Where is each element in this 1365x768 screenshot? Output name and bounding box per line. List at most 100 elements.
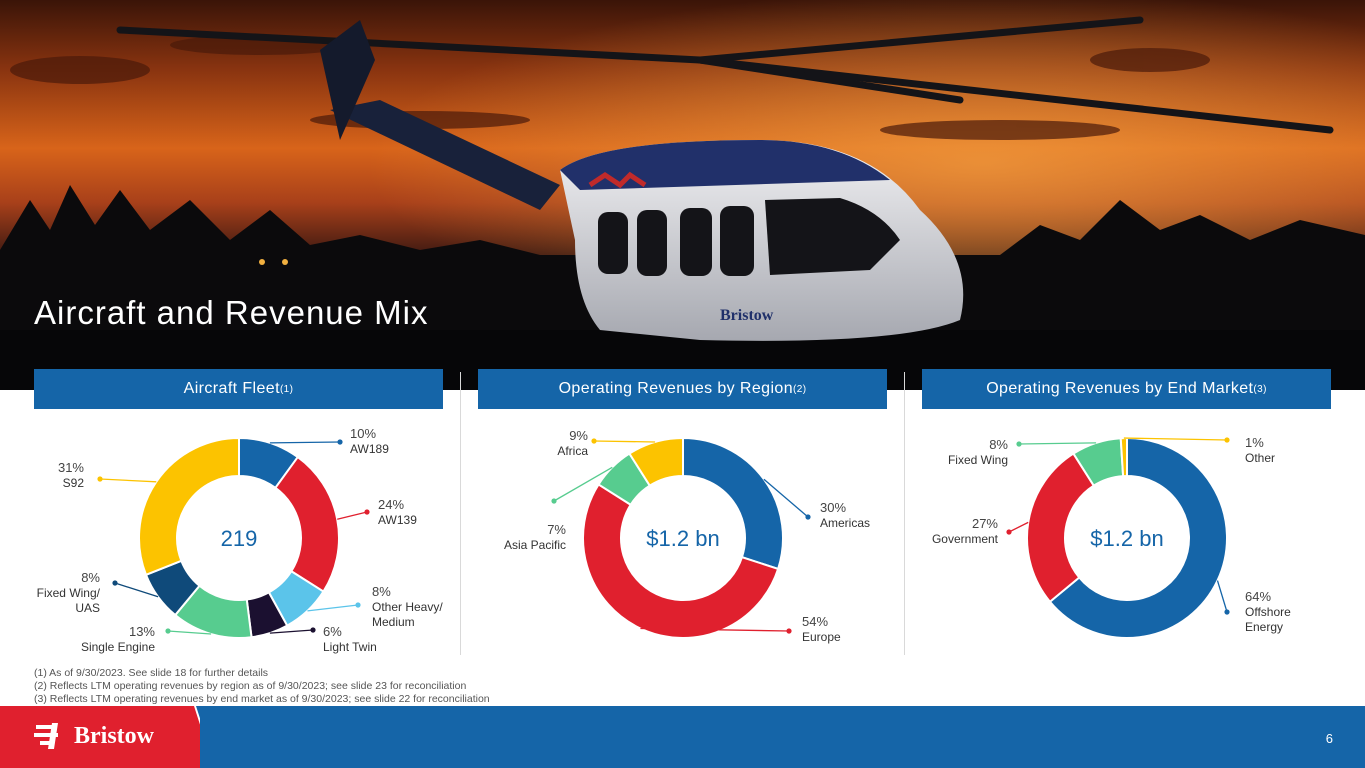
brand-name: Bristow [74,722,154,749]
leader-line [269,441,341,444]
center-value: $1.2 bn [646,526,719,551]
donut-slice-africa [628,436,684,488]
data-label-category: Energy [1245,620,1283,634]
leader-dot [337,439,343,445]
data-label-percent: 27% [972,516,998,531]
leader-dot [97,476,103,482]
data-label-category: Asia Pacific [504,538,566,552]
panel-title: Operating Revenues by Region [558,380,794,397]
data-label-category: AW139 [378,513,417,527]
svg-text:Bristow: Bristow [720,307,774,324]
donut-slice-aw139 [274,455,340,593]
data-label-percent: 13% [129,624,155,639]
leader-line [640,627,790,632]
data-label-category: Light Twin [323,640,377,654]
data-label-category: Other Heavy/ [372,600,443,614]
data-label-category: Offshore [1245,605,1291,619]
panel-title: Aircraft Fleet [183,380,280,397]
leader-dot [165,628,171,634]
data-label-percent: 8% [989,437,1008,452]
data-label-percent: 8% [81,570,100,585]
leader-dot [1006,529,1012,535]
leader-line [167,630,212,635]
panel-divider [904,372,905,655]
leader-line [763,478,809,518]
leader-line [307,604,359,612]
panel-header-revenue-region: Operating Revenues by Region (2) [478,369,887,409]
donut-slice-europe [582,483,780,639]
bristow-logo: Bristow [34,719,154,753]
leader-line [1216,580,1228,613]
data-label-category: AW189 [350,442,389,456]
data-label-category: S92 [63,476,85,490]
footnote-1: (1) As of 9/30/2023. See slide 18 for fu… [34,667,269,679]
donut-slice-s92 [138,436,240,577]
leader-dot [1224,437,1230,443]
data-label-percent: 54% [802,614,828,629]
footer-bar [0,706,1365,768]
panel-header-aircraft-fleet: Aircraft Fleet (1) [34,369,443,409]
data-label-percent: 7% [547,522,566,537]
note-ref: (2) [793,383,807,395]
panel-divider [460,372,461,655]
data-label-percent: 10% [350,426,376,441]
data-label-percent: 30% [820,500,846,515]
footnote-2: (2) Reflects LTM operating revenues by r… [34,680,467,692]
leader-line [1123,437,1228,441]
leader-dot [591,438,597,444]
leader-dot [112,580,118,586]
panel-header-revenue-end-market: Operating Revenues by End Market (3) [922,369,1331,409]
leader-dot [364,509,370,515]
leader-line [1008,521,1029,533]
data-label-category: Americas [820,516,870,530]
note-ref: (1) [279,383,294,395]
data-label-percent: 31% [58,460,84,475]
bristow-mark-icon [34,723,58,749]
data-label-category: Government [932,532,999,546]
data-label-category: UAS [75,601,100,615]
leader-dot [355,602,361,608]
leader-line [553,466,613,502]
footnote-3: (3) Reflects LTM operating revenues by e… [34,693,490,705]
data-label-category: Fixed Wing/ [37,586,101,600]
note-ref: (3) [1253,383,1267,395]
leader-dot [551,498,557,504]
data-label-category: Medium [372,615,415,629]
leader-line [337,511,368,520]
leader-dot [786,628,792,634]
leader-line [269,629,314,634]
footnotes: (1) As of 9/30/2023. See slide 18 for fu… [34,667,490,706]
donut-slice-americas [682,436,784,571]
center-value: 219 [221,526,258,551]
page-number: 6 [1325,731,1333,746]
donut-slice-other [1119,436,1128,478]
page-title: Aircraft and Revenue Mix [34,294,429,331]
center-value: $1.2 bn [1090,526,1163,551]
data-label-category: Fixed Wing [948,453,1008,467]
leader-dot [1224,609,1230,615]
data-label-percent: 6% [323,624,342,639]
leader-dot [805,514,811,520]
data-label-category: Africa [557,444,588,458]
revenue-region-donut-chart: 30%Americas 54%Europe 7%Asia Pacific 9%Afri… [504,428,870,644]
panel-title: Operating Revenues by End Market [986,380,1254,397]
leader-dot [310,627,316,633]
leader-line [593,440,656,443]
hero-image: Bristow [0,0,1365,390]
data-label-percent: 64% [1245,589,1271,604]
footer-logo-band [0,706,200,768]
data-label-percent: 24% [378,497,404,512]
data-label-percent: 9% [569,428,588,443]
data-label-percent: 8% [372,584,391,599]
data-label-category: Single Engine [81,640,155,654]
leader-line [114,582,159,598]
data-label-category: Other [1245,451,1275,465]
donut-slice-government [1026,452,1096,604]
leader-line [1018,442,1097,445]
donut-slice-offshore-energy [1048,436,1228,639]
data-label-category: Europe [802,630,841,644]
data-label-percent: 1% [1245,435,1264,450]
leader-line [99,478,157,483]
